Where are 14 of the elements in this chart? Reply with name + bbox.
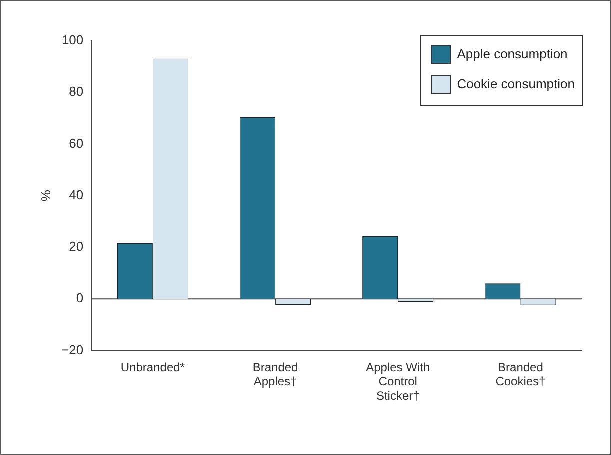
y-tick-label: 0 <box>76 290 84 306</box>
y-tick-label: 40 <box>69 187 84 202</box>
y-tick-label: 20 <box>69 239 84 254</box>
y-tick-label: −20 <box>62 342 84 358</box>
x-tick-label: Unbranded* <box>120 360 186 374</box>
y-tick-label: 60 <box>69 136 84 151</box>
x-tick-label: Apples With Control Sticker† <box>366 360 430 404</box>
x-tick-label: Branded Apples† <box>252 360 298 389</box>
y-axis-title: % <box>38 190 54 202</box>
legend-label: Cookie consumption <box>457 76 576 92</box>
y-tick-label: 80 <box>69 84 84 100</box>
legend-label: Apple consumption <box>457 46 568 62</box>
x-tick-label: Branded Cookies† <box>496 360 546 389</box>
y-tick-label: 100 <box>62 32 84 48</box>
